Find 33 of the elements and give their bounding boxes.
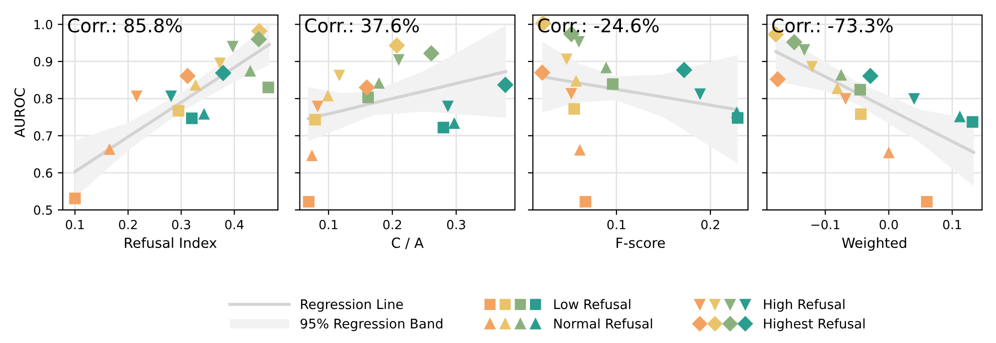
legend-label: Regression Line xyxy=(301,298,403,312)
y-tick-label: 0.9 xyxy=(34,56,52,66)
x-tick-label: 0.1 xyxy=(319,220,338,230)
x-axis-title: F-score xyxy=(616,238,665,248)
chart-title: Corr.: 85.8% xyxy=(68,18,182,33)
x-axis-title: Weighted xyxy=(842,237,906,251)
y-tick-label: 1.0 xyxy=(34,20,52,30)
x-tick-label: 0.2 xyxy=(383,220,402,230)
y-tick-label: 0.7 xyxy=(34,131,52,141)
x-tick-label: 0.4 xyxy=(225,220,244,230)
x-tick-label: 0.1 xyxy=(607,220,626,230)
y-axis-title: AUROC xyxy=(14,88,25,138)
x-tick-label: 0.2 xyxy=(118,220,137,230)
legend-label: High Refusal xyxy=(764,298,844,312)
x-tick-label: 0.1 xyxy=(66,220,84,230)
x-tick-label: 0.1 xyxy=(943,220,962,230)
legend-label: Normal Refusal xyxy=(554,318,652,329)
y-tick-label: 0.6 xyxy=(34,168,52,178)
legend-label: Highest Refusal xyxy=(764,318,865,332)
line-series xyxy=(73,42,271,174)
x-axis-title: Refusal Index xyxy=(124,237,217,248)
x-axis-title: C / A xyxy=(392,238,424,250)
y-tick-label: 0.8 xyxy=(34,94,52,104)
chart-title: Corr.: -73.3% xyxy=(772,18,893,33)
chart-title: Corr.: 37.6% xyxy=(305,18,419,33)
legend-label: Low Refusal xyxy=(554,298,630,310)
x-tick-label: 0.2 xyxy=(701,220,720,230)
x-tick-label: −0.1 xyxy=(811,220,840,230)
text: 95% Regression Band xyxy=(300,318,442,332)
x-tick-label: 0.0 xyxy=(880,220,898,230)
y-tick-label: 0.5 xyxy=(34,205,52,215)
x-tick-label: 0.3 xyxy=(447,220,466,230)
x-tick-label: 0.3 xyxy=(172,220,190,230)
